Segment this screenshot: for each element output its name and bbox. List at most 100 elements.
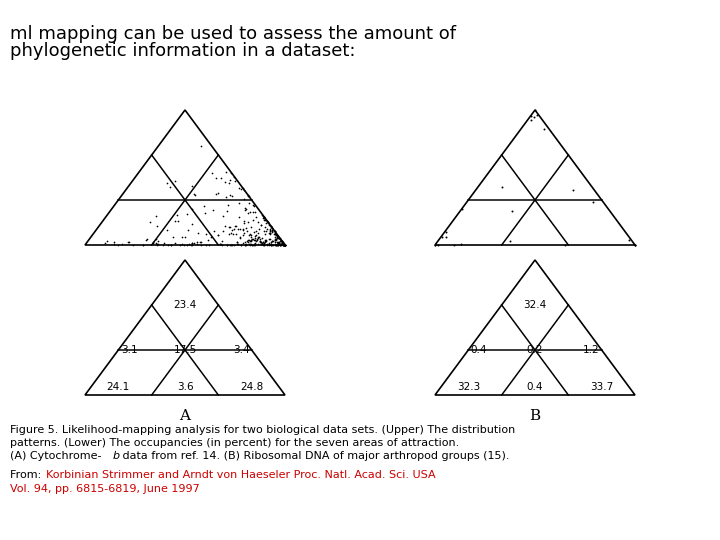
Point bbox=[238, 226, 249, 234]
Point bbox=[207, 206, 219, 214]
Point bbox=[217, 211, 228, 220]
Point bbox=[275, 236, 287, 245]
Point bbox=[248, 241, 259, 249]
Point bbox=[243, 191, 254, 200]
Point bbox=[264, 226, 276, 235]
Point bbox=[258, 239, 269, 247]
Point bbox=[272, 240, 284, 248]
Point bbox=[250, 226, 261, 235]
Point bbox=[272, 240, 284, 249]
Point bbox=[279, 241, 290, 249]
Point bbox=[269, 227, 281, 235]
Point bbox=[227, 230, 238, 238]
Point bbox=[272, 238, 284, 247]
Point bbox=[216, 237, 228, 246]
Point bbox=[279, 240, 290, 248]
Point bbox=[261, 219, 272, 227]
Point bbox=[250, 232, 261, 240]
Text: 3.4: 3.4 bbox=[233, 345, 249, 355]
Point bbox=[243, 240, 254, 248]
Point bbox=[233, 184, 245, 192]
Point bbox=[436, 232, 448, 241]
Point bbox=[258, 213, 270, 221]
Point bbox=[269, 228, 281, 237]
Point bbox=[249, 236, 261, 245]
Point bbox=[277, 239, 289, 247]
Point bbox=[266, 240, 278, 249]
Point bbox=[275, 237, 287, 246]
Point bbox=[250, 237, 261, 245]
Point bbox=[262, 219, 274, 227]
Point bbox=[506, 207, 518, 215]
Point bbox=[206, 232, 217, 241]
Text: data from ref. 14. (B) Ribosomal DNA of major arthropod groups (15).: data from ref. 14. (B) Ribosomal DNA of … bbox=[119, 451, 510, 461]
Point bbox=[244, 207, 256, 216]
Text: 0.4: 0.4 bbox=[471, 345, 487, 355]
Point bbox=[430, 241, 441, 249]
Point bbox=[150, 239, 162, 247]
Point bbox=[234, 225, 246, 233]
Point bbox=[272, 239, 284, 248]
Point bbox=[274, 241, 286, 249]
Point bbox=[277, 241, 289, 249]
Point bbox=[222, 240, 233, 249]
Point bbox=[266, 227, 278, 236]
Point bbox=[274, 240, 286, 249]
Point bbox=[248, 240, 260, 249]
Point bbox=[185, 241, 197, 249]
Point bbox=[264, 225, 276, 233]
Point bbox=[255, 238, 266, 247]
Point bbox=[174, 240, 186, 249]
Point bbox=[248, 240, 259, 248]
Text: 23.4: 23.4 bbox=[174, 300, 197, 310]
Point bbox=[266, 237, 278, 246]
Point bbox=[624, 236, 635, 245]
Point bbox=[279, 240, 291, 249]
Point bbox=[123, 238, 135, 246]
Point bbox=[266, 224, 278, 232]
Point bbox=[253, 240, 264, 248]
Point bbox=[629, 241, 641, 249]
Text: 3.6: 3.6 bbox=[176, 382, 193, 392]
Point bbox=[228, 173, 240, 182]
Point bbox=[269, 238, 281, 246]
Point bbox=[210, 190, 222, 198]
Point bbox=[246, 235, 257, 244]
Point bbox=[188, 189, 199, 198]
Point bbox=[161, 179, 173, 188]
Point bbox=[528, 113, 540, 122]
Point bbox=[251, 234, 263, 243]
Point bbox=[212, 189, 223, 198]
Point bbox=[504, 237, 516, 246]
Text: Figure 5. Likelihood-mapping analysis for two biological data sets. (Upper) The : Figure 5. Likelihood-mapping analysis fo… bbox=[10, 425, 516, 435]
Point bbox=[122, 238, 134, 246]
Point bbox=[243, 199, 255, 207]
Point bbox=[279, 241, 291, 249]
Point bbox=[261, 235, 272, 244]
Point bbox=[186, 181, 197, 190]
Point bbox=[277, 240, 289, 249]
Point bbox=[259, 237, 271, 245]
Point bbox=[220, 221, 231, 230]
Point bbox=[258, 240, 270, 248]
Point bbox=[214, 240, 225, 248]
Point bbox=[271, 233, 282, 241]
Point bbox=[253, 234, 264, 242]
Text: 17.5: 17.5 bbox=[174, 345, 197, 355]
Point bbox=[279, 240, 290, 249]
Point bbox=[279, 241, 290, 249]
Point bbox=[269, 240, 281, 249]
Point bbox=[279, 240, 290, 249]
Point bbox=[264, 240, 275, 249]
Point bbox=[440, 228, 451, 237]
Point bbox=[257, 211, 269, 220]
Point bbox=[274, 235, 286, 244]
Point bbox=[220, 193, 232, 201]
Point bbox=[137, 241, 148, 249]
Point bbox=[242, 191, 253, 200]
Point bbox=[271, 241, 283, 249]
Point bbox=[253, 218, 264, 226]
Point bbox=[228, 241, 240, 249]
Point bbox=[224, 176, 235, 184]
Point bbox=[245, 240, 256, 249]
